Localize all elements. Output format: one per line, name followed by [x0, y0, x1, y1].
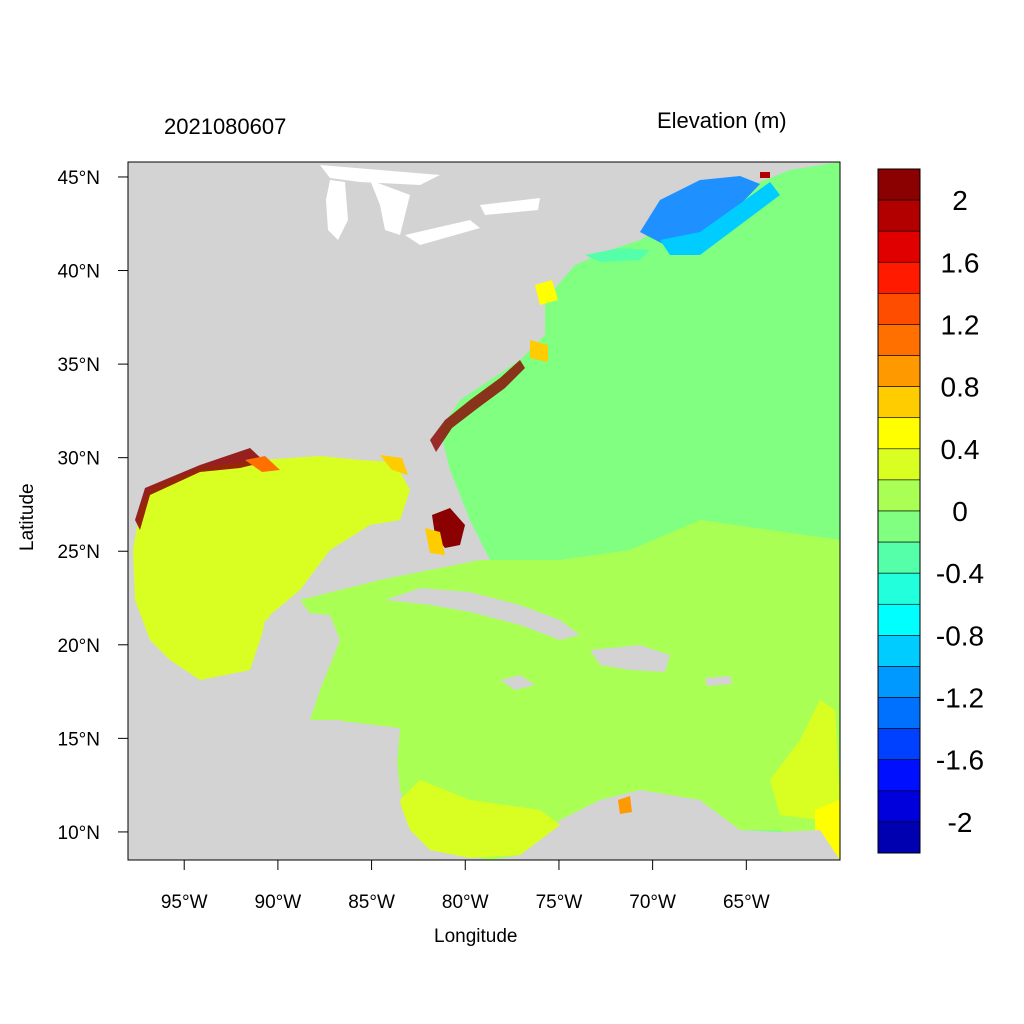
hispaniola [590, 645, 670, 672]
yucatan [250, 612, 340, 720]
lake-huron [370, 180, 410, 235]
colorbar-swatch [877, 510, 921, 543]
y-axis-ticks: 45°N 40°N 35°N 30°N 25°N 20°N 15°N 10°N [58, 168, 128, 844]
lake-ontario [480, 198, 540, 215]
georges-bank-anomaly [585, 248, 650, 262]
gulf-of-maine-anomaly [640, 176, 760, 245]
x-tick-label: 90°W [255, 892, 302, 913]
colorbar-swatch [877, 790, 921, 823]
colorbar: 2 1.6 1.2 0.8 0.4 0 -0.4 -0.8 -1.2 -1.6 -2 [877, 168, 984, 854]
colorbar-swatch [877, 230, 921, 263]
map-layers [128, 162, 840, 860]
lesser-antilles-coast [770, 700, 840, 820]
nova-scotia-surge [760, 172, 770, 178]
colorbar-label: -1.6 [936, 745, 984, 776]
colorbar-swatch [877, 324, 921, 356]
colorbar-label: 0.8 [941, 372, 980, 403]
chesapeake-surge [535, 280, 558, 305]
jamaica [500, 675, 535, 690]
y-tick-label: 45°N [58, 168, 100, 189]
colorbar-swatch [877, 417, 921, 450]
colorbar-swatch [877, 199, 921, 232]
x-tick-label: 75°W [536, 892, 583, 913]
colorbar-swatch [877, 572, 921, 605]
y-tick-label: 30°N [58, 449, 100, 470]
x-tick-label: 80°W [442, 892, 489, 913]
colorbar-label: 1.6 [941, 247, 980, 278]
colorbar-swatch [877, 168, 921, 201]
timestamp-title: 2021080607 [164, 114, 287, 139]
x-tick-label: 85°W [348, 892, 395, 913]
colorbar-swatch [877, 603, 921, 636]
colorbar-label: 0 [952, 496, 968, 527]
x-tick-label: 65°W [723, 892, 770, 913]
colorbar-frame [877, 168, 921, 854]
outer-banks-surge [530, 340, 548, 362]
x-axis-label: Longitude [434, 926, 518, 947]
colorbar-label: -0.4 [936, 558, 984, 589]
atlantic-coast-surge [430, 360, 525, 452]
colorbar-label: 0.4 [941, 434, 980, 465]
y-tick-label: 15°N [58, 729, 100, 750]
lake-erie [405, 220, 480, 245]
colorbar-label: 1.2 [941, 309, 980, 340]
x-axis-ticks: 95°W 90°W 85°W 80°W 75°W 70°W 65°W [161, 860, 770, 913]
colorbar-swatch [877, 697, 921, 729]
puerto-rico [705, 676, 732, 686]
y-tick-label: 40°N [58, 262, 100, 283]
colorbar-label: -2 [948, 807, 973, 838]
x-tick-label: 95°W [161, 892, 208, 913]
colorbar-swatch [877, 293, 921, 325]
gulf-of-maine-light [660, 182, 780, 255]
colorbar-label: 2 [952, 185, 968, 216]
gulf-of-mexico [133, 456, 410, 680]
colorbar-swatch [877, 355, 921, 387]
central-america [128, 712, 440, 860]
variable-title: Elevation (m) [657, 108, 787, 133]
y-tick-label: 25°N [58, 542, 100, 563]
colorbar-swatch [877, 479, 921, 512]
colorbar-swatch [877, 386, 921, 419]
plot-frame [127, 161, 841, 861]
y-tick-label: 35°N [58, 355, 100, 376]
maracaibo-surge [618, 796, 632, 814]
lake-michigan [326, 180, 348, 240]
colorbar-swatch [877, 666, 921, 698]
colorbar-label: -0.8 [936, 620, 984, 651]
colorbar-swatch [877, 635, 921, 667]
colorbar-swatch [877, 728, 921, 761]
colorbar-swatch [877, 261, 921, 294]
lake-superior [320, 165, 440, 185]
florida-panhandle-surge [380, 455, 408, 475]
y-tick-label: 10°N [58, 823, 100, 844]
colorbar-swatch [877, 541, 921, 574]
colorbar-swatch [877, 759, 921, 792]
x-tick-label: 70°W [629, 892, 676, 913]
gulf-coast-surge [135, 448, 265, 530]
y-tick-label: 20°N [58, 636, 100, 657]
colorbar-label: -1.2 [936, 683, 984, 714]
colorbar-swatch [877, 448, 921, 481]
louisiana-surge [245, 456, 280, 472]
colorbar-swatch [877, 821, 921, 854]
cuba [385, 588, 580, 640]
honduras-coast [400, 780, 560, 858]
florida-keys-surge [425, 528, 445, 555]
